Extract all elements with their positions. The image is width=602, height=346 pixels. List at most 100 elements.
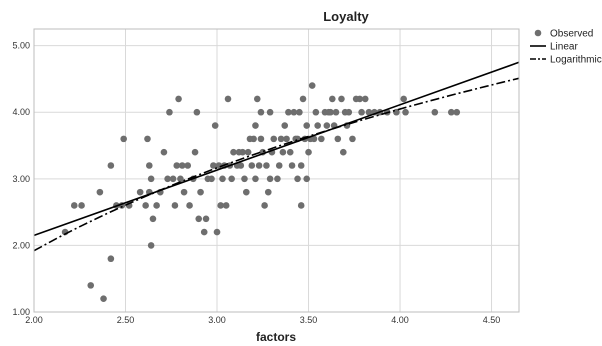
- observed-point: [266, 108, 274, 116]
- observed-point: [78, 202, 85, 209]
- observed-point: [312, 108, 320, 116]
- observed-point: [169, 175, 177, 183]
- observed-point: [70, 202, 78, 209]
- legend: Observed Linear Logarithmic: [530, 29, 602, 66]
- x-tick-label: 4.50: [483, 315, 501, 325]
- observed-point: [180, 188, 188, 196]
- y-tick-label: 3.00: [12, 174, 30, 184]
- observed-point: [193, 108, 201, 116]
- observed-point: [213, 228, 221, 236]
- observed-point: [297, 162, 305, 169]
- observed-point: [255, 162, 263, 169]
- observed-point: [431, 108, 439, 116]
- x-tick-label: 2.50: [117, 315, 135, 325]
- observed-point: [285, 108, 292, 116]
- observed-point: [253, 95, 261, 103]
- observed-point: [164, 175, 171, 183]
- observed-point: [153, 202, 160, 209]
- observed-point: [175, 95, 182, 103]
- plot-area: [33, 28, 520, 313]
- legend-entry-label: Linear: [550, 42, 578, 53]
- observed-point: [332, 108, 340, 116]
- observed-point: [365, 108, 373, 116]
- observed-point: [318, 135, 325, 143]
- observed-point: [453, 108, 461, 116]
- observed-point: [263, 162, 270, 169]
- observed-point: [327, 108, 334, 116]
- observed-point: [274, 175, 281, 183]
- observed-point: [222, 202, 230, 209]
- x-tick-label: 2.00: [25, 315, 43, 325]
- legend-entry-label: Observed: [550, 29, 593, 40]
- observed-point: [230, 148, 237, 156]
- observed-point: [290, 108, 298, 116]
- observed-point: [147, 175, 155, 183]
- observed-point: [142, 202, 149, 209]
- observed-point: [87, 282, 95, 289]
- observed-point: [400, 95, 407, 103]
- observed-point: [270, 135, 278, 143]
- observed-point: [200, 228, 208, 236]
- observed-point: [186, 202, 193, 209]
- observed-point: [177, 175, 184, 183]
- observed-point: [191, 148, 199, 156]
- x-tick-label: 3.50: [300, 315, 318, 325]
- observed-point: [257, 135, 265, 143]
- observed-point: [275, 162, 283, 169]
- legend-entry-label: Logarithmic: [550, 55, 602, 66]
- observed-point: [224, 95, 232, 103]
- observed-point: [345, 108, 353, 116]
- observed-point: [257, 108, 265, 116]
- observed-point: [281, 122, 289, 129]
- observed-point: [261, 202, 268, 209]
- observed-point: [277, 135, 285, 143]
- observed-point: [237, 162, 245, 169]
- x-tick-label: 4.00: [391, 315, 409, 325]
- observed-point: [210, 162, 217, 169]
- observed-point: [303, 122, 310, 129]
- observed-point: [244, 148, 252, 156]
- observed-point: [217, 202, 224, 209]
- observed-point: [211, 122, 219, 129]
- observed-point: [308, 82, 316, 89]
- observed-point: [447, 108, 455, 116]
- observed-point: [305, 148, 312, 156]
- observed-point: [358, 108, 365, 116]
- observed-point: [252, 175, 259, 183]
- observed-point: [303, 175, 310, 183]
- legend-observed-marker: [534, 29, 542, 37]
- observed-point: [146, 162, 153, 169]
- observed-point: [241, 175, 248, 183]
- y-tick-label: 2.00: [12, 240, 30, 250]
- observed-point: [160, 148, 168, 156]
- observed-point: [107, 162, 115, 169]
- observed-point: [279, 148, 287, 156]
- observed-point: [173, 162, 181, 169]
- observed-point: [334, 135, 342, 143]
- observed-point: [195, 215, 203, 223]
- observed-point: [299, 95, 307, 103]
- observed-point: [349, 135, 356, 143]
- observed-point: [144, 135, 151, 143]
- observed-point: [171, 202, 179, 209]
- observed-point: [219, 175, 226, 183]
- observed-point: [402, 108, 409, 116]
- observed-point: [136, 188, 144, 196]
- observed-point: [252, 122, 259, 129]
- observed-point: [228, 175, 235, 183]
- observed-point: [243, 188, 250, 196]
- observed-point: [264, 188, 272, 196]
- chart-title: Loyalty: [323, 9, 369, 24]
- observed-point: [338, 95, 345, 103]
- observed-point: [107, 255, 115, 263]
- observed-point: [178, 162, 186, 169]
- observed-point: [294, 175, 301, 183]
- observed-point: [100, 295, 107, 302]
- observed-point: [310, 135, 318, 143]
- observed-point: [202, 215, 210, 223]
- observed-point: [250, 135, 257, 143]
- observed-point: [208, 175, 215, 183]
- observed-point: [239, 148, 246, 156]
- observed-point: [286, 148, 294, 156]
